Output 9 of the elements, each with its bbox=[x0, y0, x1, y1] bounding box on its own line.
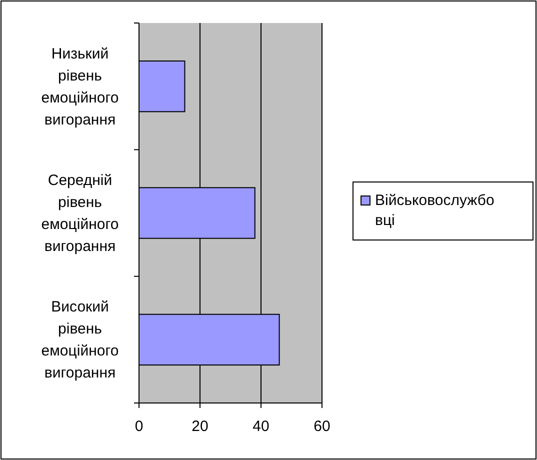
x-tick-label: 20 bbox=[192, 418, 208, 435]
x-tick-label: 60 bbox=[314, 418, 330, 435]
y-tick-label: Низький рівень емоційного вигорання bbox=[41, 45, 119, 128]
x-tick-label: 40 bbox=[252, 418, 270, 435]
x-tick-label: 0 bbox=[134, 418, 144, 435]
bar bbox=[138, 60, 186, 112]
y-tick-label: Середній рівень емоційного вигорання bbox=[41, 172, 119, 255]
y-tick-label: Високий рівень емоційного вигорання bbox=[41, 298, 119, 382]
legend-label: Військовослужбовці bbox=[375, 192, 494, 229]
